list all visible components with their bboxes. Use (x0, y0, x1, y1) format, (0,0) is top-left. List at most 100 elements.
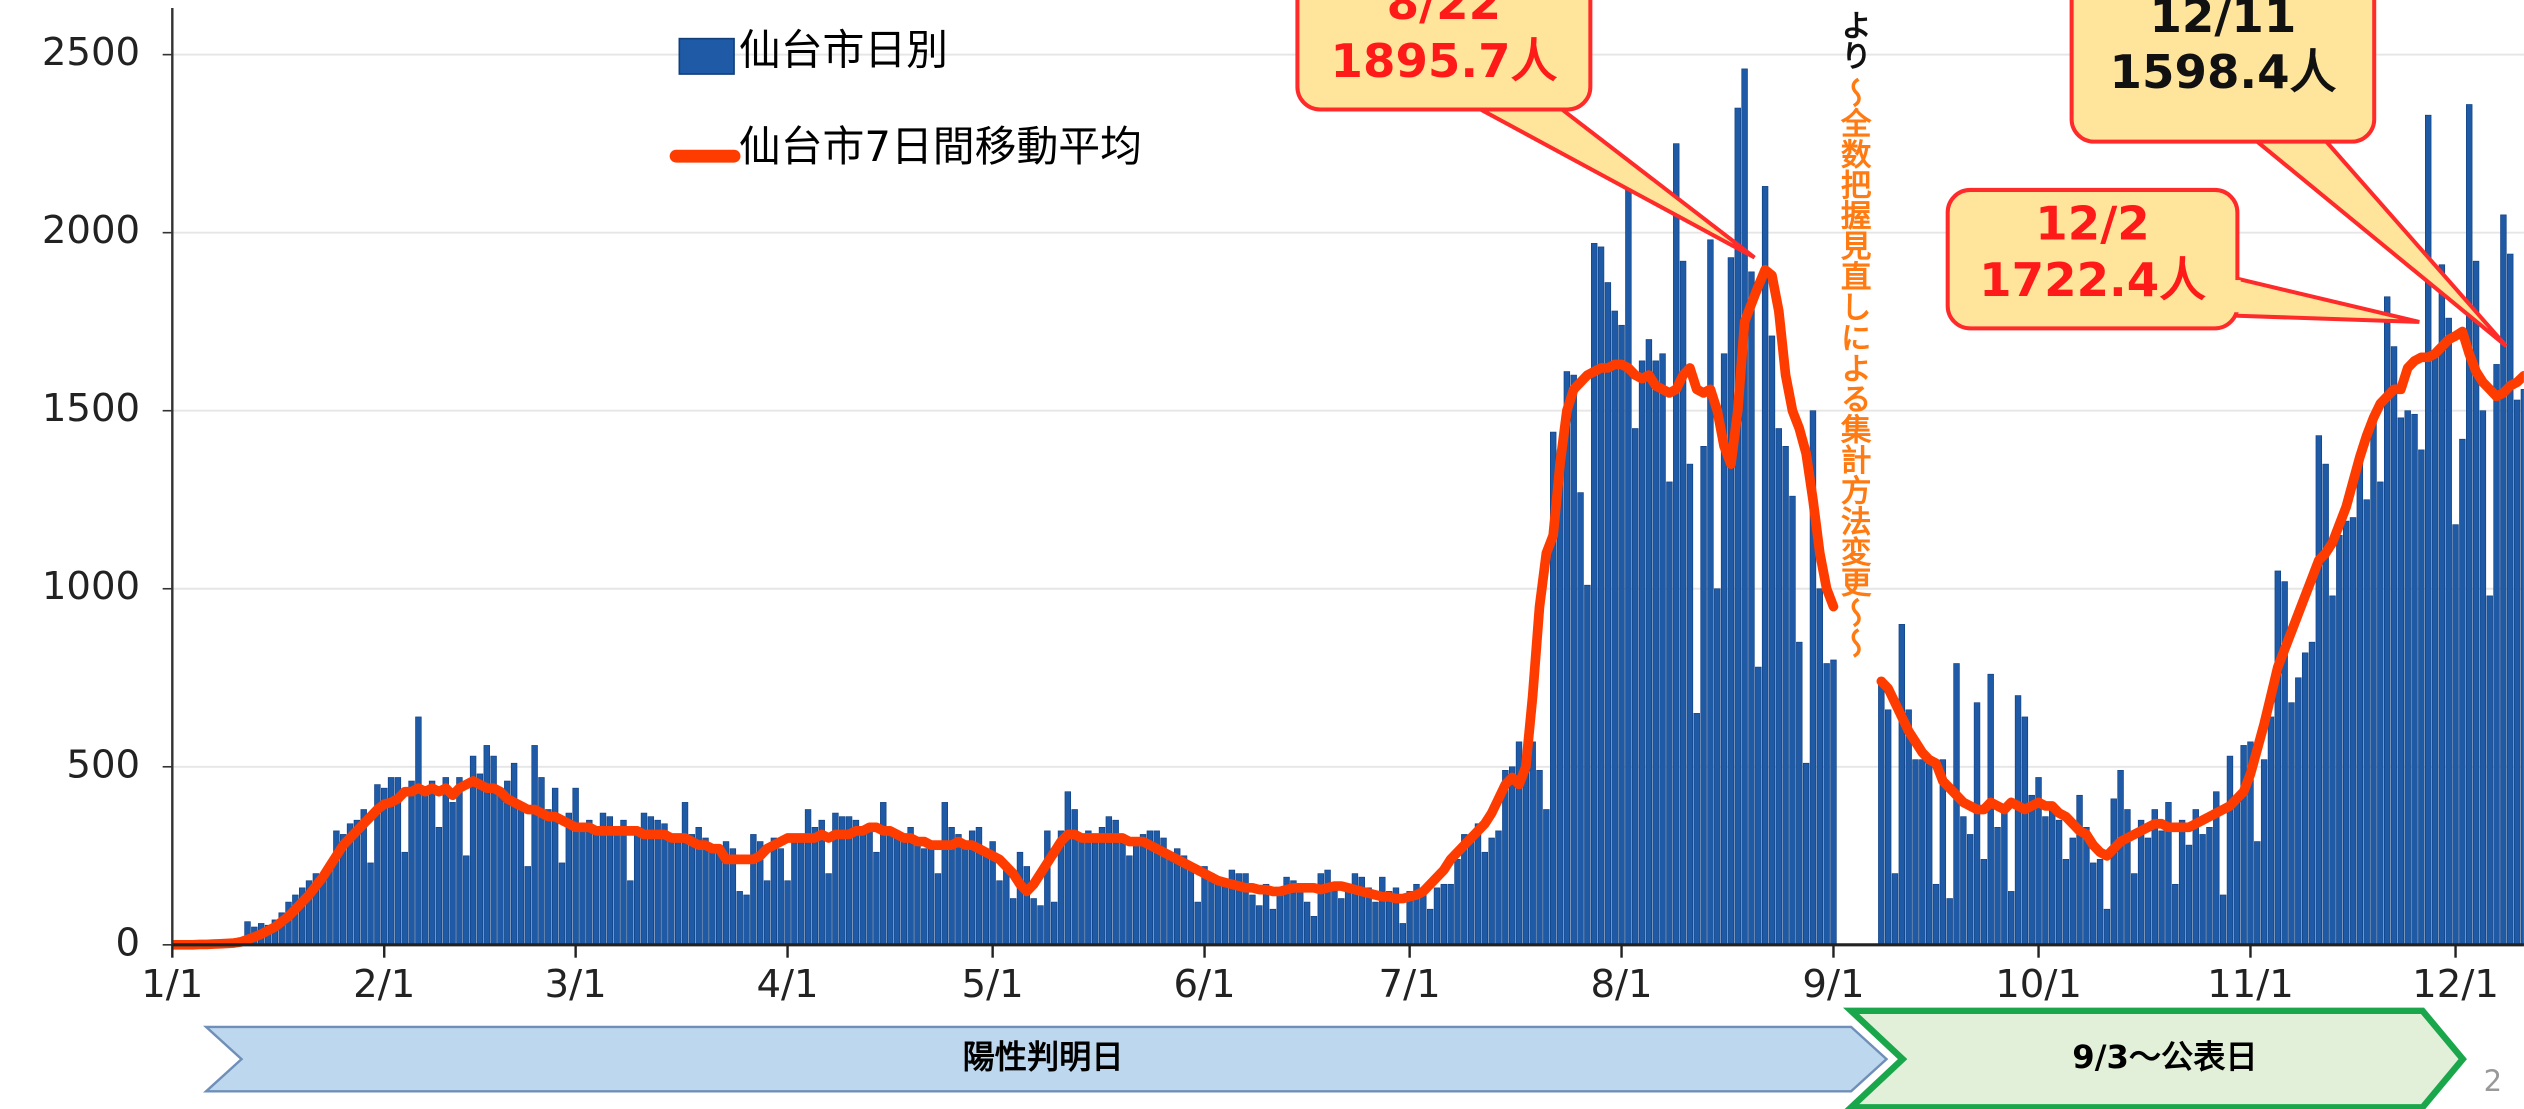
bar (1597, 246, 1605, 946)
callout-pointer (2227, 274, 2420, 324)
bar (510, 762, 518, 946)
callout (1945, 187, 2240, 331)
bar (565, 812, 572, 946)
bar (784, 880, 791, 946)
bar (1119, 834, 1126, 946)
bar (2459, 438, 2466, 946)
y-tick-label: 1000 (42, 564, 140, 609)
bar (1789, 495, 1796, 946)
bar (804, 809, 812, 946)
x-tick-label: 12/1 (2412, 962, 2499, 1007)
bar (1707, 239, 1714, 946)
bar (1488, 837, 1495, 946)
bar (415, 716, 422, 946)
y-tick-label: 1500 (42, 386, 140, 431)
legend-label: 仙台市日別 (739, 26, 948, 75)
bar (2110, 798, 2117, 946)
bar (1645, 339, 1653, 946)
bar (1474, 823, 1482, 946)
bar (1673, 143, 1680, 946)
bar (2445, 317, 2452, 946)
annotation-value: 1598.4人 (2110, 46, 2337, 100)
bar (934, 873, 942, 946)
bar (1016, 851, 1024, 946)
bar (1679, 260, 1687, 946)
bar (367, 862, 374, 946)
bar (996, 880, 1003, 946)
bar (1625, 171, 1632, 946)
bar (1884, 709, 1892, 946)
bar (1139, 834, 1147, 946)
bar (2336, 535, 2343, 946)
bar (456, 777, 463, 946)
bar (2028, 794, 2035, 946)
bar (1611, 310, 1618, 946)
bar (1536, 770, 1543, 946)
bar (613, 830, 620, 946)
bar (1256, 905, 1263, 946)
bar (1187, 866, 1195, 946)
bar (1980, 859, 1988, 946)
bar (709, 844, 716, 946)
bar (2356, 453, 2364, 946)
bar (1727, 257, 1735, 946)
bar (558, 862, 566, 946)
bar (2404, 410, 2411, 946)
annotation-date: 12/2 (2035, 197, 2149, 251)
bar (2090, 862, 2097, 946)
bar (1741, 68, 1748, 946)
bar (1960, 816, 1967, 946)
bar (2178, 819, 2186, 946)
bar (1966, 834, 1974, 946)
bar (1098, 826, 1106, 946)
x-tick-label: 9/1 (1802, 962, 1864, 1007)
bar (517, 802, 525, 946)
bar (852, 819, 860, 946)
bar (661, 823, 668, 946)
bar (545, 809, 552, 946)
bar (798, 834, 805, 946)
bar (1632, 428, 1639, 946)
x-tick-label: 7/1 (1379, 962, 1441, 1007)
bar (1297, 887, 1304, 946)
annotation-date: 12/11 (2149, 0, 2296, 44)
bar (627, 880, 634, 946)
bar (702, 837, 709, 946)
bar (1324, 869, 1331, 946)
bar (2342, 520, 2350, 946)
bar (2103, 908, 2111, 946)
bar (1303, 901, 1311, 946)
bar (1638, 360, 1646, 946)
bar (900, 837, 907, 946)
bar (825, 873, 832, 946)
bar (2513, 399, 2521, 946)
bar (1912, 759, 1919, 946)
bar (620, 819, 627, 946)
bar (606, 816, 614, 946)
bar (1755, 666, 1762, 946)
callout-joint (2250, 125, 2315, 139)
bar (1652, 360, 1659, 946)
bar (551, 787, 559, 946)
bar (1905, 709, 1912, 946)
bar (1693, 713, 1700, 946)
bar (504, 780, 511, 946)
bar (497, 794, 504, 946)
bar (2254, 841, 2261, 946)
bar (2014, 695, 2022, 946)
bar (2062, 859, 2070, 946)
y-tick-label: 500 (66, 742, 140, 787)
bar (586, 819, 593, 946)
bar (1823, 663, 1830, 946)
legend-swatch (678, 37, 735, 75)
bar (1925, 762, 1933, 946)
bar (688, 834, 696, 946)
bar (524, 866, 531, 946)
bar (2438, 264, 2446, 946)
bar (2479, 410, 2487, 946)
bar (2117, 770, 2124, 946)
bar (2267, 716, 2275, 946)
bar (2308, 641, 2316, 946)
bar (2131, 873, 2138, 946)
bar (1700, 445, 1707, 946)
